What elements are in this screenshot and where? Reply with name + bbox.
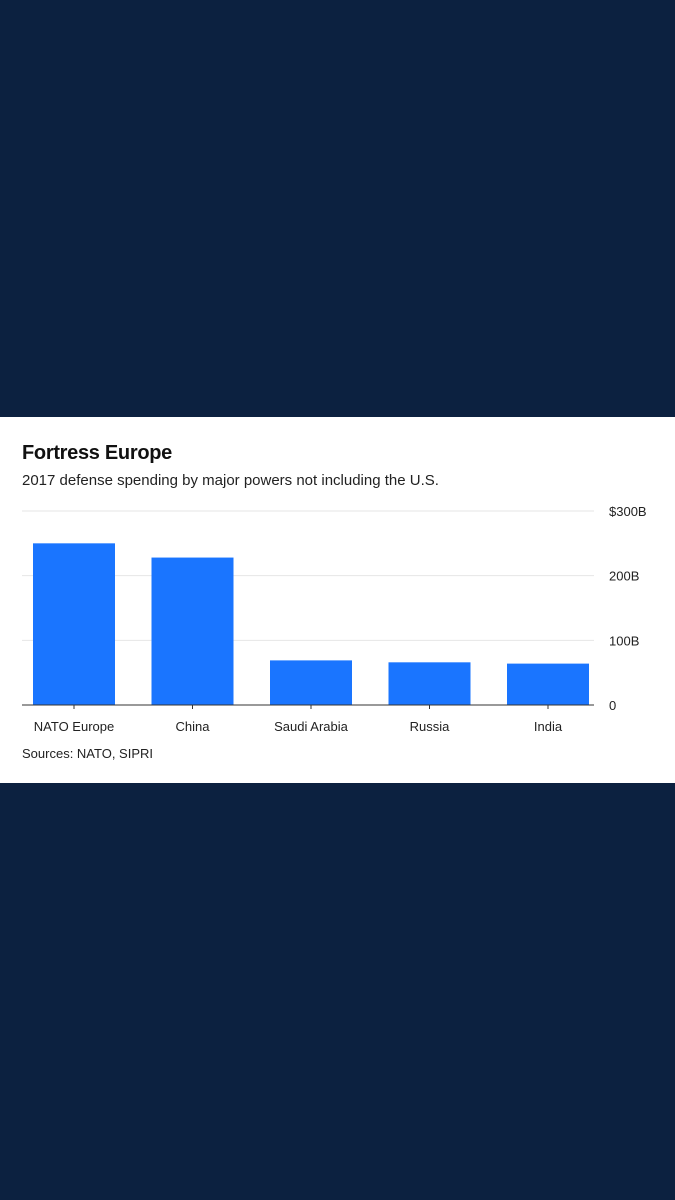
- y-tick-label: 0: [609, 698, 616, 713]
- bar: [151, 557, 234, 705]
- y-tick-label: $300B: [609, 504, 647, 519]
- chart-title: Fortress Europe: [22, 442, 172, 464]
- y-tick-labels: 0 100B 200B $300B: [609, 504, 647, 713]
- category-label: China: [176, 719, 211, 734]
- x-axis: [22, 704, 594, 709]
- chart-card: Fortress Europe 2017 defense spending by…: [0, 417, 675, 783]
- bar: [388, 662, 471, 705]
- category-label: India: [534, 719, 563, 734]
- chart-source: Sources: NATO, SIPRI: [22, 746, 154, 761]
- y-tick-label: 200B: [609, 569, 639, 584]
- bars: [33, 543, 589, 705]
- bar: [507, 663, 589, 705]
- bar: [270, 660, 352, 705]
- y-tick-label: 100B: [609, 633, 639, 648]
- bar-chart: 0 100B 200B $300B NATO Europe China Saudi Ara…: [22, 504, 647, 734]
- grid-lines: [22, 510, 594, 641]
- chart-subtitle: 2017 defense spending by major powers no…: [22, 472, 439, 489]
- category-label: Saudi Arabia: [274, 719, 348, 734]
- category-label: Russia: [410, 719, 451, 734]
- category-label: NATO Europe: [34, 719, 114, 734]
- category-labels: NATO Europe China Saudi Arabia Russia India: [34, 719, 563, 734]
- bar: [33, 543, 115, 705]
